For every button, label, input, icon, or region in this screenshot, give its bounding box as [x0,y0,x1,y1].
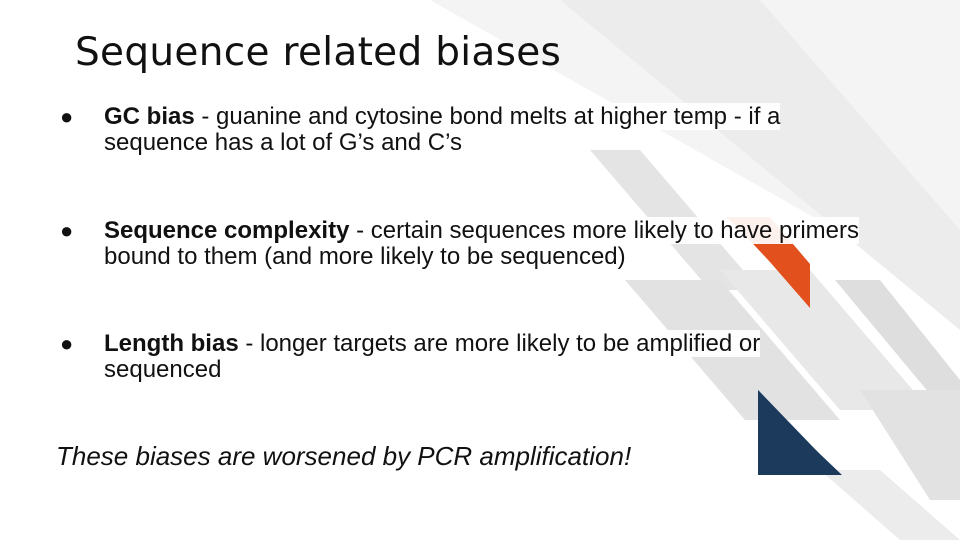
bullet-text: - longer targets are more likely to be a… [104,330,761,383]
bullet-term: Length bias [104,330,239,357]
bullet-gc-bias: ● GC bias - guanine and cytosine bond me… [60,103,880,156]
slide-title: Sequence related biases [75,30,562,75]
bullet-sequence-complexity: ● Sequence complexity - certain sequence… [60,217,880,270]
bullet-text: - certain sequences more likely to have … [104,217,859,270]
bullet-term: GC bias [104,103,195,130]
bullet-term: Sequence complexity [104,217,350,244]
gray-stripe-6 [820,470,960,540]
gray-stripe-5 [860,390,960,500]
pcr-note: These biases are worsened by PCR amplifi… [56,441,632,471]
light-diagonal-band [560,0,960,330]
bullet-marker: ● [60,331,74,356]
navy-accent-fill [758,390,842,475]
bullet-marker: ● [60,104,74,129]
bullet-text: - guanine and cytosine bond melts at hig… [104,103,781,156]
gray-stripe-3 [720,270,930,410]
bullet-marker: ● [60,218,74,243]
bullet-length-bias: ● Length bias - longer targets are more … [60,330,880,383]
